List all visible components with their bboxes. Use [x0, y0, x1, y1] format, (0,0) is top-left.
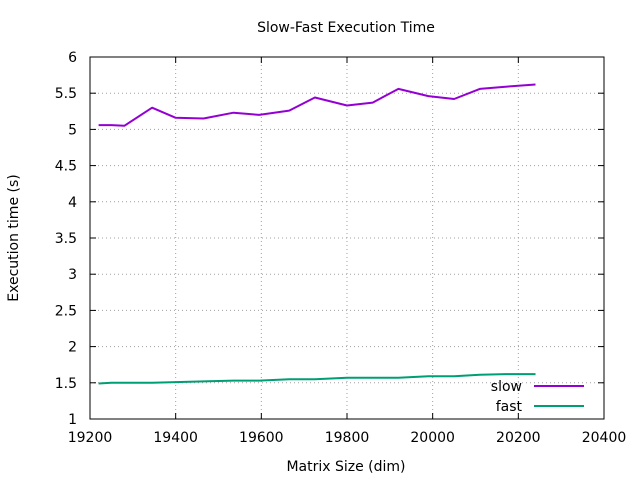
- y-tick-label: 2: [68, 340, 77, 356]
- y-tick-label: 5: [68, 122, 77, 138]
- y-tick-label: 2.5: [55, 303, 77, 319]
- series-line-slow: [98, 83, 536, 127]
- series-lines: [98, 83, 536, 385]
- y-axis-label: Execution time (s): [6, 174, 22, 301]
- chart-title: Slow-Fast Execution Time: [257, 20, 435, 36]
- x-tick-label: 19600: [239, 430, 284, 446]
- y-tick-label: 5.5: [55, 86, 77, 102]
- y-tick-label: 3.5: [55, 231, 77, 247]
- y-tick-label: 4: [68, 195, 77, 211]
- x-tick-label: 19200: [68, 430, 113, 446]
- y-tick-label: 1.5: [55, 376, 77, 392]
- axis-ticks: 19200 19400 19600 19800 20000 20200 20400 1 1.5 2…: [55, 50, 627, 446]
- x-tick-label: 20400: [582, 430, 627, 446]
- y-tick-label: 4.5: [55, 159, 77, 175]
- y-tick-label: 3: [68, 267, 77, 283]
- x-tick-label: 19800: [325, 430, 370, 446]
- series-line-fast: [98, 373, 536, 385]
- legend: slow fast: [491, 379, 584, 415]
- y-tick-label: 1: [68, 412, 77, 428]
- grid: [90, 57, 604, 419]
- y-tick-label: 6: [68, 50, 77, 66]
- x-tick-label: 20200: [496, 430, 541, 446]
- x-tick-label: 20000: [410, 430, 455, 446]
- x-axis-label: Matrix Size (dim): [286, 459, 405, 475]
- legend-label-slow: slow: [491, 379, 522, 395]
- x-tick-label: 19400: [153, 430, 198, 446]
- legend-label-fast: fast: [496, 399, 523, 415]
